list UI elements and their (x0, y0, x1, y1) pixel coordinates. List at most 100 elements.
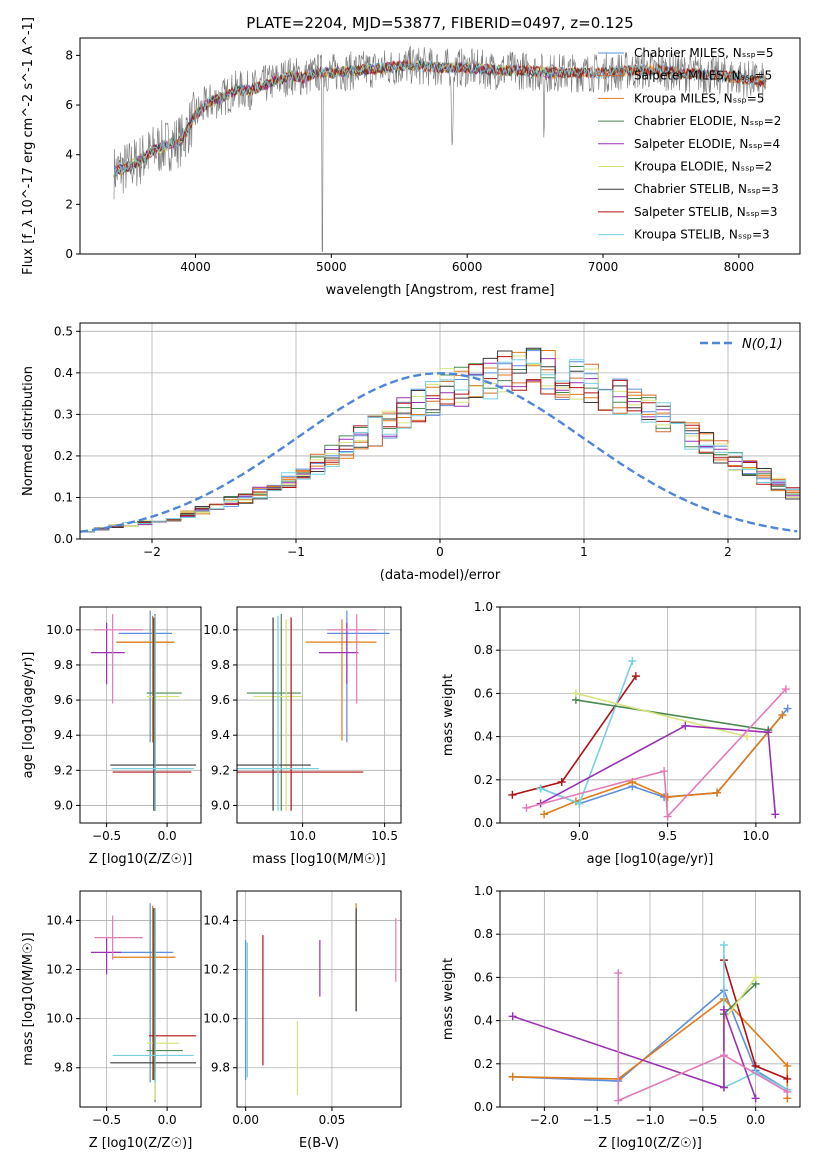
weight-marker (743, 732, 752, 741)
errorbar-point (112, 908, 194, 1083)
histogram-chabrier_elodie (80, 348, 800, 539)
chart-mass-vs-ebv: 0.00 0.05 9.8 10.0 10.2 10.4 E(B-V) (203, 890, 402, 1151)
x-tick-label: −0.5 (92, 829, 121, 843)
errorbar-point (146, 908, 183, 1103)
x-tick-label: 0.0 (746, 1113, 765, 1127)
plot-area (245, 903, 397, 1095)
weight-marker (571, 689, 580, 698)
y-tick-label: 0.3 (54, 407, 73, 421)
y-tick-label: 0.4 (54, 366, 73, 380)
weight-marker (783, 1074, 792, 1083)
histogram-kroupa_miles (80, 350, 800, 539)
weight-marker (783, 704, 792, 713)
y-tick-label: 0.8 (474, 643, 493, 657)
weight-marker (536, 784, 545, 793)
weight-line (540, 724, 777, 815)
errorbar-point (110, 617, 197, 811)
x-tick-label: 10.0 (743, 829, 770, 843)
legend: N(0,1) (700, 337, 783, 352)
weight-marker (508, 1072, 517, 1081)
errorbar-point (146, 908, 180, 1100)
y-tick-label: 0.5 (54, 324, 73, 338)
x-axis-label: Z [log10(Z/Z☉)] (89, 1136, 193, 1151)
x-tick-label: 0 (436, 545, 444, 559)
errorbar-point (94, 614, 143, 704)
y-tick-label: 10.0 (46, 1012, 73, 1026)
errorbar-point (112, 905, 176, 1080)
x-tick-label: −2 (143, 545, 161, 559)
model-line-chabrier_elodie (113, 59, 577, 178)
x-axis-label: Z [log10(Z/Z☉)] (598, 1136, 702, 1151)
errorbar-point (112, 617, 192, 811)
y-axis-label: mass weight (441, 958, 456, 1040)
weight-marker (663, 812, 672, 821)
errorbar-point (146, 619, 180, 811)
y-tick-label: 0.0 (474, 816, 493, 830)
x-tick-label: 0.05 (319, 1113, 346, 1127)
plot-area (508, 657, 792, 821)
weight-line (575, 699, 769, 731)
legend-entry: Kroupa MILES, Nₛₛₚ=5 (634, 91, 764, 105)
axes-frame (79, 606, 202, 824)
x-tick-label: 7000 (588, 260, 619, 274)
x-axis-label: Z [log10(Z/Z☉)] (89, 852, 193, 867)
y-tick-label: 9.2 (54, 763, 73, 777)
y-tick-label: 0.4 (474, 1014, 493, 1028)
panels: Chabrier MILES, Nₛₛₚ=5 Salpeter MILES, Nₛ… (21, 17, 801, 1151)
weight-marker (540, 810, 549, 819)
x-tick-label: 1 (580, 545, 588, 559)
y-tick-label: 10.0 (203, 623, 230, 637)
legend-entry: Kroupa ELODIE, Nₛₛₚ=2 (634, 160, 772, 174)
x-tick-label: 10.5 (371, 829, 398, 843)
x-tick-label: −0.5 (92, 1113, 121, 1127)
y-tick-label: 10.4 (203, 913, 230, 927)
y-tick-label: 9.6 (211, 693, 230, 707)
x-tick-label: −2.0 (530, 1113, 559, 1127)
y-tick-label: 9.8 (211, 1061, 230, 1075)
chart-age-vs-mass: 10.0 10.5 9.0 9.2 9.4 9.6 9.8 10.0 mass [log10(M… (203, 606, 402, 867)
histogram-chabrier_stelib (80, 347, 800, 539)
y-tick-label: 1.0 (474, 600, 493, 614)
plot-area (80, 347, 800, 539)
weight-marker (614, 969, 623, 978)
legend-entry: Salpeter STELIB, Nₛₛₚ=3 (634, 205, 778, 219)
weight-marker (719, 1083, 728, 1092)
weight-line (540, 660, 634, 805)
x-axis-label: wavelength [Angstrom, rest frame] (326, 283, 555, 298)
y-tick-label: 9.2 (211, 763, 230, 777)
errorbar-point (116, 619, 175, 741)
weight-marker (751, 973, 760, 982)
x-tick-label: 5000 (316, 260, 347, 274)
x-tick-label: 0.0 (158, 1113, 177, 1127)
x-axis-label: mass [log10(M/M☉)] (252, 852, 385, 867)
y-tick-label: 9.8 (54, 658, 73, 672)
axes-frame (499, 606, 801, 824)
y-tick-label: 0.6 (474, 970, 493, 984)
errorbar-point (118, 610, 172, 743)
model-line-kroupa_elodie (113, 59, 577, 178)
weight-marker (522, 803, 531, 812)
normal-curve (80, 372, 798, 533)
errorbar-point (111, 615, 194, 811)
legend-entry: Chabrier MILES, Nₛₛₚ=5 (634, 46, 774, 60)
weight-marker (783, 1061, 792, 1070)
y-tick-label: 0.1 (54, 490, 73, 504)
errorbar-point (112, 903, 174, 1083)
errorbar-point (110, 908, 197, 1080)
weight-line (723, 976, 757, 1022)
x-tick-label: 0.00 (232, 1113, 259, 1127)
weight-marker (628, 657, 637, 665)
y-tick-label: 9.4 (54, 728, 73, 742)
y-axis-label: mass [log10(M/M☉)] (21, 932, 36, 1065)
errorbar-point (319, 622, 359, 685)
weight-marker (663, 793, 672, 802)
errorbar-point (94, 915, 143, 960)
weight-line (512, 1009, 757, 1099)
weight-line (526, 688, 787, 819)
y-tick-label: 4 (65, 148, 73, 162)
chart-residual-histogram: N(0,1) −2 −1 0 1 2 0.0 0.1 0.2 0.3 0.4 0.5 (data-mod… (21, 322, 801, 583)
weight-marker (751, 1094, 760, 1103)
chart-age-vs-metallicity: −0.5 0.0 9.0 9.2 9.4 9.6 9.8 10.0 Z [log10(Z/Z☉)… (21, 606, 202, 867)
x-tick-label: 9.0 (570, 829, 589, 843)
figure-title: PLATE=2204, MJD=53877, FIBERID=0497, z=0… (246, 14, 633, 32)
